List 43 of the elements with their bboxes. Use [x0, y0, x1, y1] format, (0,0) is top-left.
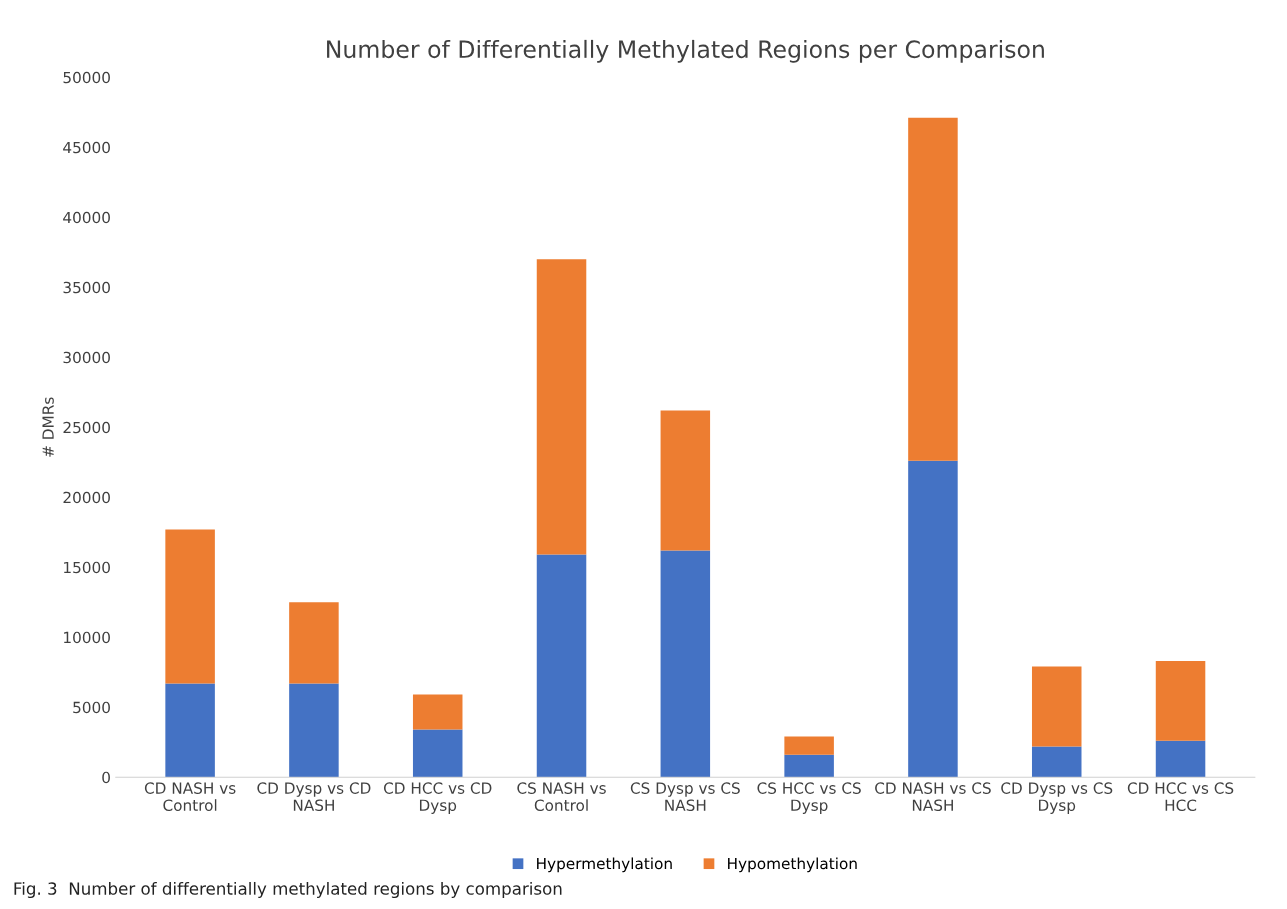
x-tick-label: CS HCC vs CS Dysp: [757, 782, 861, 814]
y-tick-label: 15000: [64, 561, 110, 574]
y-tick-label: 20000: [63, 491, 110, 504]
y-tick-label: 30000: [63, 351, 110, 364]
bar: [784, 736, 834, 755]
legend-label: Hypermethylation: [537, 857, 672, 873]
bar: [289, 602, 339, 684]
bar: [908, 117, 958, 461]
bar: [660, 550, 711, 778]
y-tick-label: 45000: [63, 141, 110, 154]
x-tick-label: CD Dysp vs CS Dysp: [1001, 782, 1113, 814]
bar: [536, 554, 587, 778]
x-tick-label: CS NASH vs Control: [517, 782, 606, 811]
bar: [660, 410, 711, 551]
y-axis-title: # DMRs: [42, 397, 54, 457]
caption: Fig. 3 Number of differentially methylated regions by comparison: [14, 881, 562, 899]
chart-title: Number of Differentially Methylated Regions per Comparison: [327, 39, 1044, 63]
y-tick-label: 40000: [63, 211, 110, 224]
y-tick-label: 35000: [63, 281, 110, 294]
bar: [289, 683, 339, 778]
bar: [412, 729, 463, 778]
y-tick-label: 50000: [63, 71, 110, 84]
bar: [1155, 661, 1206, 741]
bar: [908, 460, 958, 778]
bar: [784, 754, 834, 778]
y-tick-label: 10000: [64, 631, 110, 644]
bar: [165, 529, 215, 684]
x-tick-label: CD Dysp vs CD NASH: [257, 782, 371, 811]
y-tick-label: 0: [102, 771, 110, 784]
bar: [1031, 666, 1082, 747]
x-tick-label: CD NASH vs Control: [144, 782, 236, 811]
legend-label: Hypomethylation: [728, 857, 857, 873]
x-tick-label: CD HCC vs CS HCC: [1127, 782, 1234, 811]
y-tick-label: 25000: [63, 421, 110, 434]
x-tick-label: CD HCC vs CD Dysp: [383, 782, 492, 814]
bar: [1031, 746, 1082, 778]
x-tick-label: CD NASH vs CS NASH: [875, 782, 991, 811]
x-tick-label: CS Dysp vs CS NASH: [630, 782, 740, 811]
y-tick-label: 5000: [73, 701, 110, 714]
bar: [1155, 740, 1206, 778]
bar: [412, 694, 463, 730]
bar: [536, 259, 587, 555]
bar: [165, 683, 215, 778]
